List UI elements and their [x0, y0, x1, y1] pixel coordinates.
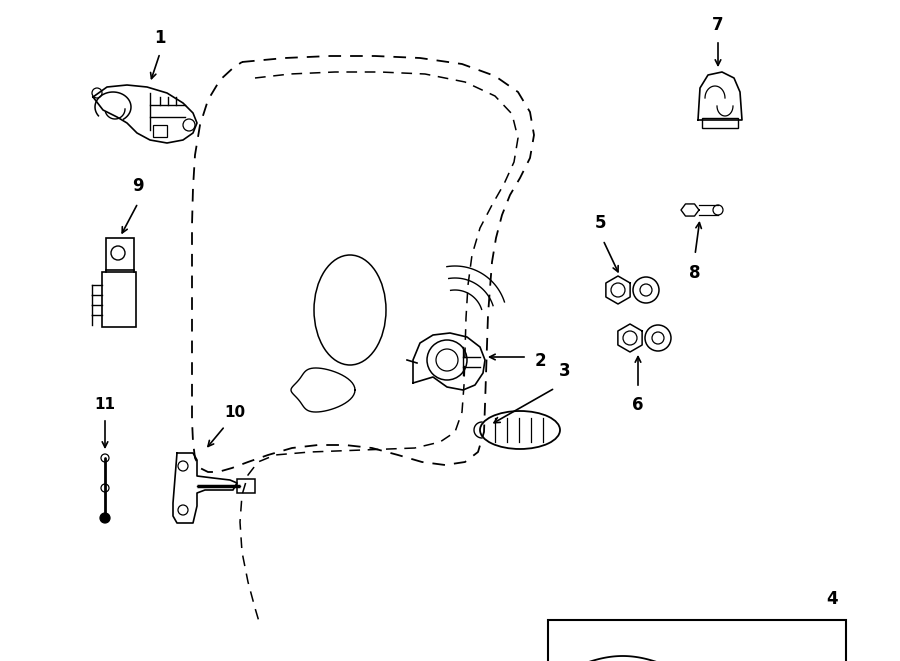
Bar [153, 125, 167, 137]
Text: 9: 9 [132, 177, 144, 195]
Text: 10: 10 [224, 405, 246, 420]
Bar [237, 479, 255, 493]
Bar [102, 272, 136, 327]
Bar [702, 118, 738, 128]
Text: 2: 2 [535, 352, 546, 370]
Text: 3: 3 [559, 362, 571, 380]
Text: 4: 4 [826, 590, 838, 608]
Text: 6: 6 [632, 396, 644, 414]
Bar [106, 238, 134, 270]
Text: 5: 5 [594, 214, 606, 232]
Text: 1: 1 [154, 29, 166, 47]
Text: 8: 8 [689, 264, 701, 282]
Text: 7: 7 [712, 16, 724, 34]
Text: 11: 11 [94, 397, 115, 412]
Circle shape [100, 513, 110, 523]
Bar [548, 620, 846, 661]
